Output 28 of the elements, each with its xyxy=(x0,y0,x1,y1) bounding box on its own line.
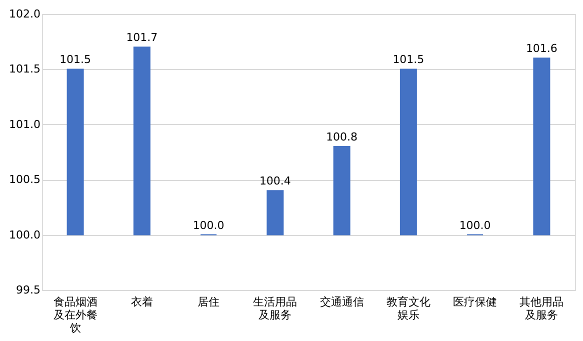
y-tick-label: 101.5 xyxy=(9,62,40,76)
data-label: 100.0 xyxy=(459,218,491,232)
y-tick-label: 100.5 xyxy=(9,173,40,186)
bar xyxy=(266,190,284,236)
x-tick-label: 教育文化娱乐 xyxy=(386,296,430,322)
data-label: 101.7 xyxy=(126,31,158,44)
x-tick-label: 其他用品及服务 xyxy=(520,296,564,322)
x-tick-label: 医疗保健 xyxy=(453,296,498,308)
bar xyxy=(66,68,84,236)
data-label: 101.5 xyxy=(392,53,424,66)
x-tick-label: 衣着 xyxy=(130,296,153,308)
bar xyxy=(533,58,550,236)
data-label: 101.5 xyxy=(60,53,92,66)
x-tick-label: 食品烟酒及在外餐饮 xyxy=(53,296,98,334)
data-label: 101.6 xyxy=(526,42,558,56)
bar xyxy=(400,68,417,236)
y-tick-label: 100.0 xyxy=(9,228,40,242)
bar xyxy=(333,146,350,236)
x-tick-label: 生活用品及服务 xyxy=(253,296,298,322)
y-tick-label: 102.0 xyxy=(9,8,40,20)
y-tick-label: 101.0 xyxy=(9,118,40,131)
data-label: 100.4 xyxy=(259,174,291,188)
data-label: 100.8 xyxy=(326,130,358,144)
bar xyxy=(133,46,150,236)
y-tick-label: 99.5 xyxy=(16,284,40,296)
data-label: 100.0 xyxy=(192,218,224,232)
x-tick-label: 居住 xyxy=(198,296,220,308)
x-tick-label: 交通通信 xyxy=(320,296,364,308)
